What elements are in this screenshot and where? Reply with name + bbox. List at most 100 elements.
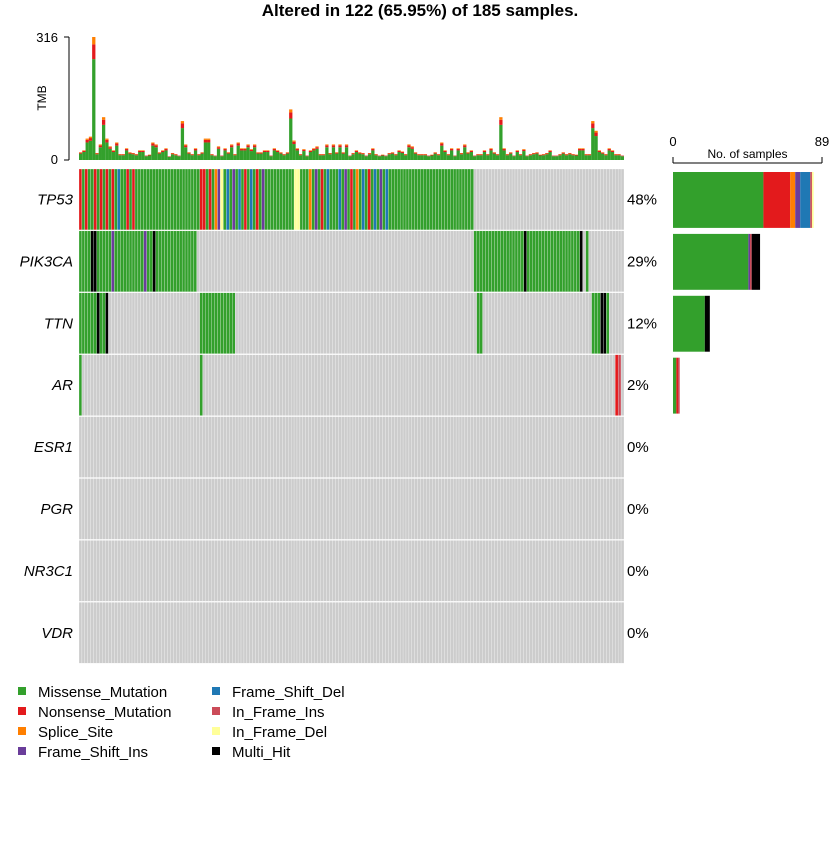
mutation-cell-missense-mutation xyxy=(161,231,164,292)
mutation-cell-empty xyxy=(406,479,409,540)
mutation-cell-empty xyxy=(315,540,318,601)
mutation-cell-empty xyxy=(285,479,288,540)
mutation-cell-empty xyxy=(206,231,209,292)
mutation-cell-empty xyxy=(353,540,356,601)
mutation-cell-empty xyxy=(600,355,603,416)
mutation-cell-empty xyxy=(462,479,465,540)
mutation-cell-empty xyxy=(397,540,400,601)
mutation-cell-empty xyxy=(483,602,486,663)
mutation-cell-empty xyxy=(256,355,259,416)
tmb-bar-missense xyxy=(397,152,400,160)
mutation-cell-missense-mutation xyxy=(285,169,288,230)
mutation-cell-missense-mutation xyxy=(568,231,571,292)
mutation-cell-empty xyxy=(415,417,418,478)
mutation-cell-empty xyxy=(347,479,350,540)
mutation-cell-empty xyxy=(580,293,583,354)
mutation-cell-empty xyxy=(94,540,97,601)
mutation-cell-empty xyxy=(547,293,550,354)
tmb-bar-splice xyxy=(164,148,167,149)
legend-swatch xyxy=(18,707,26,715)
mutation-cell-missense-mutation xyxy=(544,231,547,292)
mutation-cell-empty xyxy=(232,417,235,478)
tmb-bar-missense xyxy=(325,147,328,160)
mutation-cell-empty xyxy=(406,231,409,292)
mutation-cell-missense-mutation xyxy=(521,231,524,292)
mutation-cell-missense-mutation xyxy=(138,169,141,230)
tmb-bar-splice xyxy=(594,131,597,133)
mutation-cell-empty xyxy=(347,293,350,354)
mutation-cell-missense-mutation xyxy=(542,231,545,292)
tmb-bar-nonsense xyxy=(286,153,289,154)
tmb-bar-missense xyxy=(279,154,282,160)
mutation-cell-empty xyxy=(542,355,545,416)
mutation-cell-empty xyxy=(592,417,595,478)
mutation-cell-empty xyxy=(173,540,176,601)
mutation-cell-empty xyxy=(294,417,297,478)
mutation-cell-empty xyxy=(359,355,362,416)
mutation-cell-empty xyxy=(468,540,471,601)
mutation-cell-empty xyxy=(247,602,250,663)
mutation-cell-empty xyxy=(108,417,111,478)
mutation-cell-missense-mutation xyxy=(438,169,441,230)
mutation-cell-empty xyxy=(241,602,244,663)
tmb-bar-nonsense xyxy=(457,149,460,150)
mutation-cell-empty xyxy=(374,479,377,540)
mutation-cell-empty xyxy=(103,355,106,416)
tmb-bar-nonsense xyxy=(355,151,358,152)
mutation-cell-empty xyxy=(400,231,403,292)
mutation-cell-frame-shift-ins xyxy=(379,169,382,230)
tmb-bar-splice xyxy=(516,150,519,151)
mutation-cell-empty xyxy=(536,417,539,478)
mutation-cell-empty xyxy=(347,417,350,478)
mutation-cell-empty xyxy=(359,602,362,663)
mutation-cell-empty xyxy=(120,479,123,540)
mutation-cell-empty xyxy=(326,355,329,416)
mutation-cell-empty xyxy=(217,355,220,416)
mutation-cell-empty xyxy=(527,169,530,230)
mutation-cell-multi-hit xyxy=(97,293,100,354)
mutation-cell-empty xyxy=(462,540,465,601)
sidebar-tick-label: 0 xyxy=(669,134,676,149)
mutation-cell-frame-shift-ins xyxy=(262,169,265,230)
mutation-cell-empty xyxy=(335,602,338,663)
mutation-cell-empty xyxy=(412,231,415,292)
mutation-cell-missense-mutation xyxy=(462,169,465,230)
mutation-cell-missense-mutation xyxy=(203,293,206,354)
tmb-bar-nonsense xyxy=(460,153,463,154)
mutation-cell-empty xyxy=(403,602,406,663)
mutation-cell-missense-mutation xyxy=(103,169,106,230)
mutation-cell-missense-mutation xyxy=(88,169,91,230)
mutation-cell-empty xyxy=(235,602,238,663)
mutation-cell-frame-shift-ins xyxy=(217,169,220,230)
mutation-cell-empty xyxy=(574,169,577,230)
mutation-cell-empty xyxy=(385,479,388,540)
mutation-cell-empty xyxy=(621,479,624,540)
mutation-cell-empty xyxy=(356,417,359,478)
mutation-cell-empty xyxy=(533,479,536,540)
mutation-cell-empty xyxy=(338,602,341,663)
mutation-cell-empty xyxy=(589,540,592,601)
tmb-bar-missense xyxy=(89,141,92,160)
tmb-bar-missense xyxy=(361,154,364,160)
mutation-cell-empty xyxy=(159,540,162,601)
mutation-cell-missense-mutation xyxy=(212,293,215,354)
mutation-cell-empty xyxy=(556,540,559,601)
tmb-bar-missense xyxy=(112,152,115,160)
mutation-cell-empty xyxy=(474,540,477,601)
mutation-cell-empty xyxy=(209,602,212,663)
mutation-cell-empty xyxy=(244,355,247,416)
tmb-bar-missense xyxy=(571,155,574,160)
mutation-cell-empty xyxy=(344,293,347,354)
mutation-cell-empty xyxy=(453,355,456,416)
tmb-bar-missense xyxy=(552,156,555,160)
mutation-cell-empty xyxy=(197,417,200,478)
mutation-cell-empty xyxy=(182,355,185,416)
mutation-cell-empty xyxy=(209,540,212,601)
mutation-cell-empty xyxy=(586,540,589,601)
mutation-cell-empty xyxy=(542,417,545,478)
mutation-cell-missense-mutation xyxy=(303,169,306,230)
mutation-cell-missense-mutation xyxy=(188,169,191,230)
tmb-bar-splice xyxy=(397,150,400,151)
mutation-cell-missense-mutation xyxy=(397,169,400,230)
